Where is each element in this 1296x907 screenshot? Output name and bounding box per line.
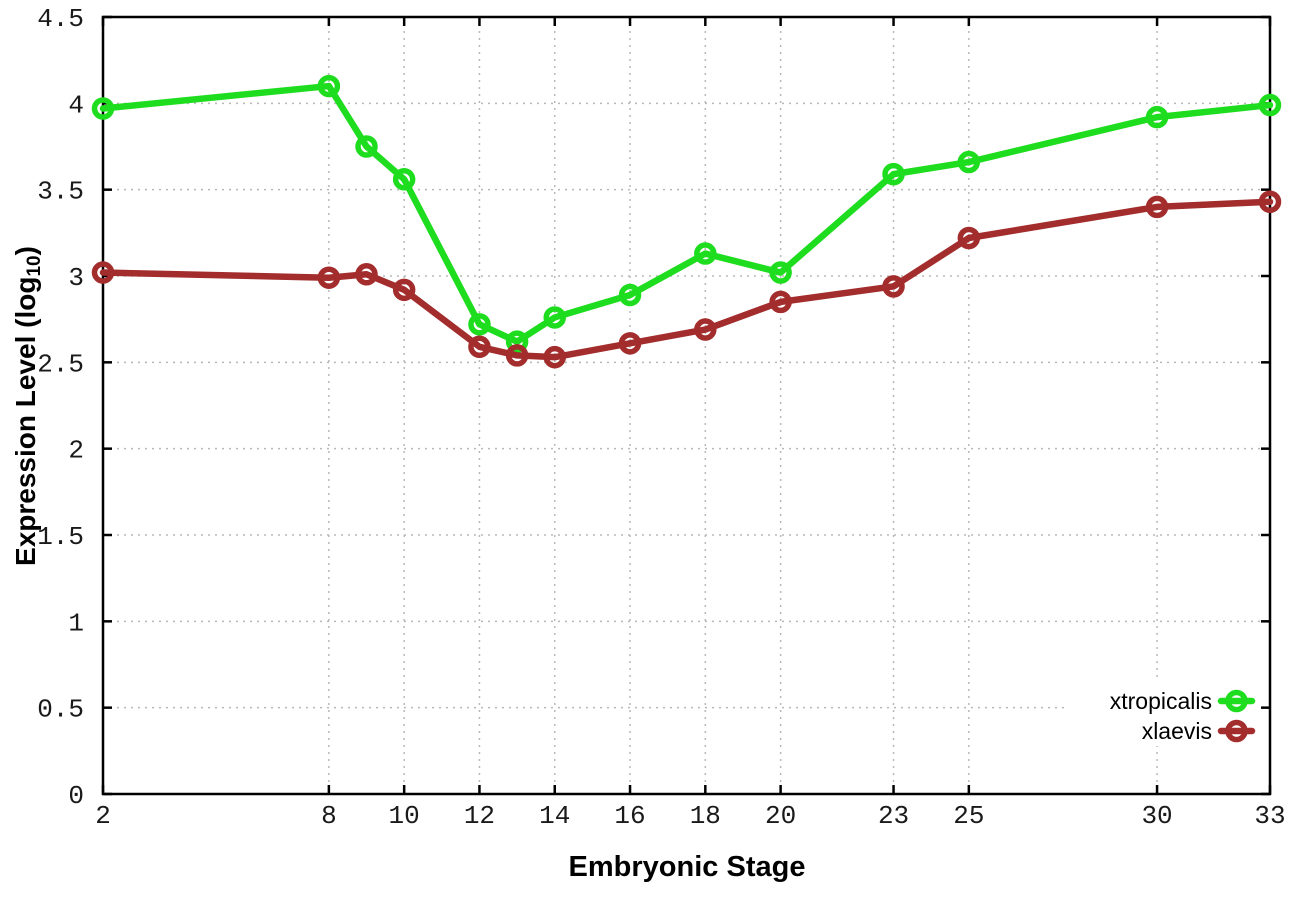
y-tick-label: 4 [68,90,84,120]
x-tick-label: 25 [953,801,984,831]
data-point [355,135,378,158]
y-tick-label: 3 [68,263,84,293]
x-tick-label: 8 [321,801,337,831]
y-tick-label: 2 [68,436,84,466]
data-point [694,318,717,341]
x-tick-label: 12 [464,801,495,831]
x-tick-label: 18 [690,801,721,831]
y-axis-title: Expression Level (log10) [10,106,46,706]
data-point [317,266,341,289]
tick-marks [101,15,1272,796]
legend-entry-xtropicalis: xtropicalis [1110,688,1256,714]
data-point [618,332,642,355]
series-line [99,198,1274,361]
y-axis-title-subscript: 10 [24,255,45,277]
data-point [91,97,115,120]
x-tick-label: 10 [389,801,420,831]
tick-labels: 2 8 10 12 14 16 18 20 23 25 30 33 0 0.5 1 1.5 2 2.5 3 3.5 4 4… [37,4,1285,831]
data-point [1145,105,1169,129]
plot-border [101,15,1272,796]
data-point [468,335,491,359]
data-point [543,345,566,369]
data-point [1258,190,1282,214]
x-tick-label: 16 [614,801,645,831]
data-point [355,263,378,286]
data-point [1145,195,1169,219]
data-point [694,242,717,265]
data-point [957,150,981,174]
data-point [957,226,981,250]
x-tick-label: 14 [539,801,570,831]
x-axis-title: Embryonic Stage [568,851,806,883]
data-point [1258,93,1282,117]
y-tick-label: 4.5 [37,4,84,34]
x-tick-label: 2 [95,801,111,831]
data-point [769,290,792,314]
x-tick-label: 30 [1141,801,1172,831]
data-point [468,313,491,336]
data-point [392,168,416,191]
y-tick-label: 0 [68,781,84,811]
series-xtropicalis [91,74,1282,353]
series-xlaevis [91,190,1282,369]
y-tick-label: 1 [68,608,84,638]
data-point [618,283,642,307]
y-tick-label: 0.5 [37,695,84,725]
y-tick-label: 3.5 [37,177,84,207]
y-tick-label: 1.5 [37,522,84,552]
y-axis-title-close: ) [10,246,41,256]
data-point [317,74,341,98]
legend-marker-icon [1225,719,1248,743]
data-point [769,261,792,284]
x-tick-label: 33 [1254,801,1285,831]
y-tick-label: 2.5 [37,349,84,379]
legend-entry-xlaevis: xlaevis [1142,718,1256,744]
x-tick-label: 23 [878,801,909,831]
data-point [91,261,115,284]
x-tick-label: 20 [765,801,796,831]
legend-marker-icon [1225,689,1248,713]
data-point [882,275,905,298]
y-axis-title-text: Expression Level (log [10,276,41,566]
data-point [505,330,529,353]
legend: xtropicalis xlaevis [1110,688,1256,744]
data-point [392,278,416,302]
legend-label: xtropicalis [1110,688,1212,714]
data-point [505,344,529,367]
legend-label: xlaevis [1142,718,1212,744]
data-point [543,306,566,329]
data-point [882,162,905,186]
series-line [99,82,1274,345]
